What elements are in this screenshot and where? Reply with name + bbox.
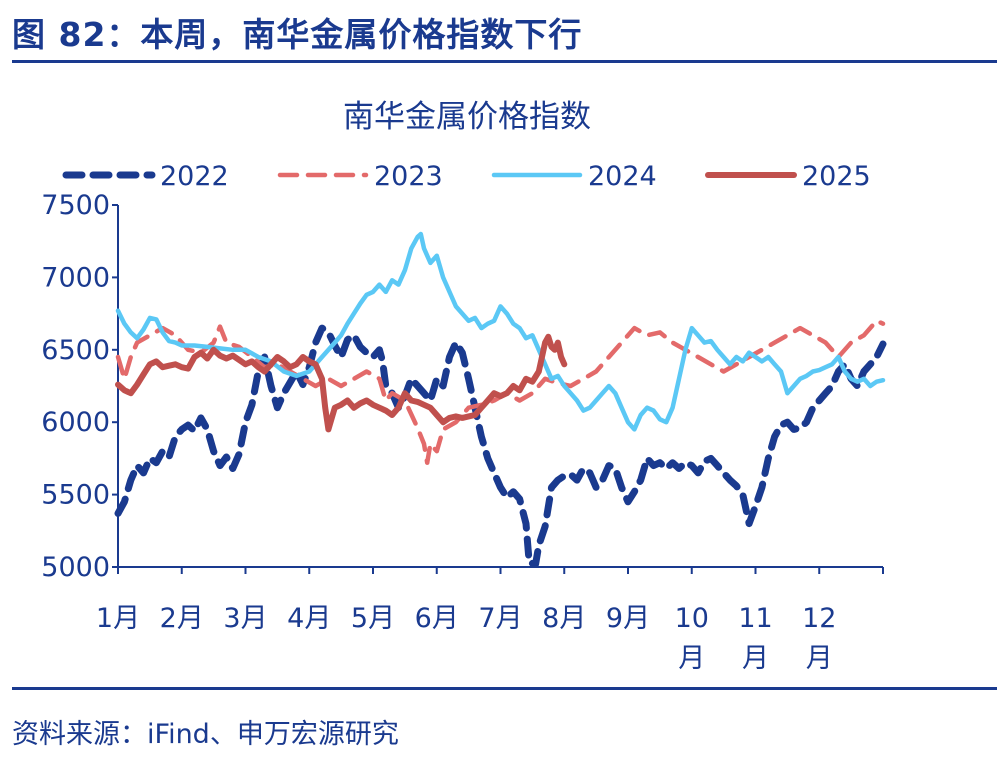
bottom-rule [12, 687, 997, 690]
y-tick-label: 5000 [41, 552, 110, 583]
legend-label-2023: 2023 [374, 161, 443, 192]
x-axis: 1月 2月 3月 4月 5月 6月 7月 8月 9月 10 月 11 月 12 月 [96, 566, 884, 674]
x-tick-label: 3月 [223, 603, 267, 634]
x-tick-label: 11 [738, 603, 772, 634]
x-tick-label: 10 [675, 603, 709, 634]
x-tick-label: 6月 [415, 603, 459, 634]
legend-label-2022: 2022 [160, 161, 229, 192]
legend-label-2025: 2025 [802, 161, 871, 192]
x-tick-label: 12 [802, 603, 836, 634]
y-tick-label: 6000 [41, 407, 110, 438]
series-line-2025 [115, 333, 568, 433]
y-tick-label: 7500 [41, 190, 110, 221]
y-tick-label: 7000 [41, 262, 110, 293]
series-line-2024 [115, 231, 886, 432]
x-tick-label: 月 [806, 643, 833, 674]
legend: 2022 2023 2024 2025 [62, 161, 871, 192]
x-tick-label: 5月 [351, 603, 395, 634]
plot-area [114, 231, 887, 568]
x-tick-label: 1月 [96, 603, 140, 634]
x-tick-label: 2月 [160, 603, 204, 634]
series-line-2022 [114, 324, 887, 568]
series-line-2023 [115, 318, 886, 465]
y-tick-label: 6500 [41, 335, 110, 366]
x-tick-label: 4月 [287, 603, 331, 634]
x-tick-label: 8月 [542, 603, 586, 634]
chart: 南华金属价格指数 2022 2023 2024 2025 5000 5500 6000 65… [41, 99, 887, 674]
x-tick-label: 7月 [478, 603, 522, 634]
x-tick-label: 月 [742, 643, 769, 674]
legend-label-2024: 2024 [588, 161, 657, 192]
top-rule [12, 60, 997, 63]
figure-title: 图 82：本周，南华金属价格指数下行 [12, 15, 583, 54]
y-tick-label: 5500 [41, 480, 110, 511]
chart-title: 南华金属价格指数 [343, 99, 591, 135]
y-axis: 5000 5500 6000 6500 7000 7500 [41, 190, 119, 583]
x-tick-label: 月 [678, 643, 705, 674]
x-tick-label: 9月 [606, 603, 650, 634]
source-note: 资料来源：iFind、申万宏源研究 [12, 719, 399, 750]
